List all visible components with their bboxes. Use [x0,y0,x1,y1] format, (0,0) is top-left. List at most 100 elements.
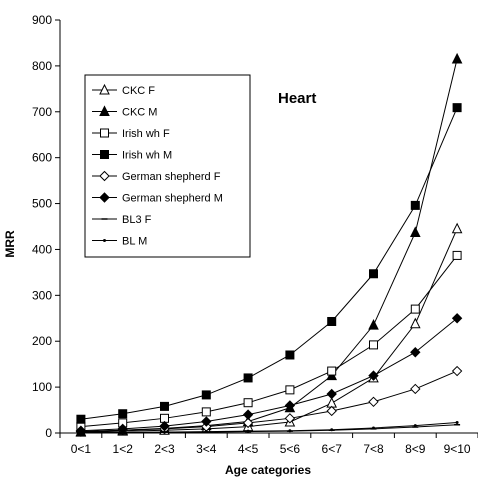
series-irish-wh-m [76,103,462,424]
legend-marker [99,105,110,116]
y-tick-label: 700 [32,105,52,119]
legend-label: BL M [122,236,147,248]
data-point [410,304,420,314]
data-point [451,313,463,324]
series-bl-m [79,420,459,435]
legend-marker [99,170,110,182]
x-tick-label: 6<7 [322,442,343,456]
data-point [285,385,295,395]
data-point [79,431,83,435]
legend-entry: BL M [92,236,147,248]
legend-label: CKC F [122,85,155,97]
legend-marker [99,192,110,203]
x-axis-title: Age categories [225,463,311,477]
data-point [410,347,421,358]
axes: 0 100 200 300 400 500 600 700 800 900 0<1 1<2 2<3 3<4… [32,13,478,456]
legend-entry: German shepherd M [92,192,223,205]
series-line [80,370,458,433]
data-point [369,340,378,350]
y-tick-label: 300 [32,288,52,302]
legend-marker [100,150,109,159]
data-point [201,390,211,400]
data-point [243,398,253,408]
legend-entry: Irish wh F [92,128,170,140]
data-point [455,420,459,424]
data-point [410,200,420,210]
data-point [201,416,212,427]
legend-entry: CKC F [92,83,155,97]
data-point [409,226,421,237]
y-tick-label: 400 [32,242,52,256]
data-point [451,222,463,234]
data-point [368,396,379,408]
x-tick-label: 4<5 [238,442,259,456]
data-point [409,317,421,329]
y-tick-label: 800 [32,59,52,73]
data-point [160,401,169,411]
series-line [80,421,458,434]
chart-annotation: Heart [278,90,316,107]
data-point [326,405,337,417]
y-axis-title: MRR [3,230,17,258]
data-point [201,407,211,417]
y-tick-label: 200 [32,334,52,348]
data-point [326,388,337,400]
x-tick-label: 5<6 [280,442,301,456]
data-point [368,370,379,381]
data-point [413,424,417,428]
data-point [451,365,463,377]
data-point [372,426,375,430]
data-point [118,409,128,419]
x-tick-label: 2<3 [154,442,175,456]
data-point [451,52,463,64]
series-line [80,228,458,433]
data-point [452,103,462,113]
legend-entry: German shepherd F [92,170,221,183]
data-point [246,429,250,433]
y-tick-label: 100 [32,380,52,394]
y-tick-label: 900 [32,13,52,27]
data-point [204,430,208,434]
legend-label: German shepherd M [122,193,223,205]
data-point [452,250,462,260]
data-point [284,413,296,424]
data-point [368,319,379,330]
data-point [369,269,378,279]
data-point [163,430,166,434]
x-tick-label: 8<9 [405,442,426,456]
legend-marker [99,83,110,95]
x-tick-label: 3<4 [196,442,217,456]
data-point [76,414,86,424]
series-line [80,317,458,432]
legend-entry: Irish wh M [92,150,172,162]
legend-label: German shepherd F [122,171,221,183]
x-tick-label: 1<2 [113,442,134,456]
legend-label: Irish wh F [122,128,170,140]
x-tick-label: 0<1 [71,442,92,456]
series-layer [75,52,463,437]
data-point [243,373,253,383]
y-tick-label: 0 [45,426,52,440]
data-point [121,431,125,435]
legend-entry: CKC M [92,105,157,119]
legend-label: CKC M [122,107,157,119]
data-point [327,316,337,326]
y-tick-label: 500 [32,197,52,211]
legend: CKC F CKC M Irish wh F Irish wh M German she… [84,74,251,258]
legend-label: Irish wh M [122,150,172,162]
legend-marker [100,128,109,138]
series-line [80,107,458,420]
legend-box [84,74,251,258]
x-tick-label: 7<8 [363,442,384,456]
x-tick-label: 9<10 [444,442,471,456]
data-point [410,383,421,395]
data-point [242,409,254,420]
data-point [242,417,254,429]
data-point [330,428,334,432]
legend-entry: BL3 F [92,214,152,226]
series-line [80,255,458,428]
data-point [284,400,296,411]
legend-marker [103,239,106,242]
data-point [327,366,337,376]
